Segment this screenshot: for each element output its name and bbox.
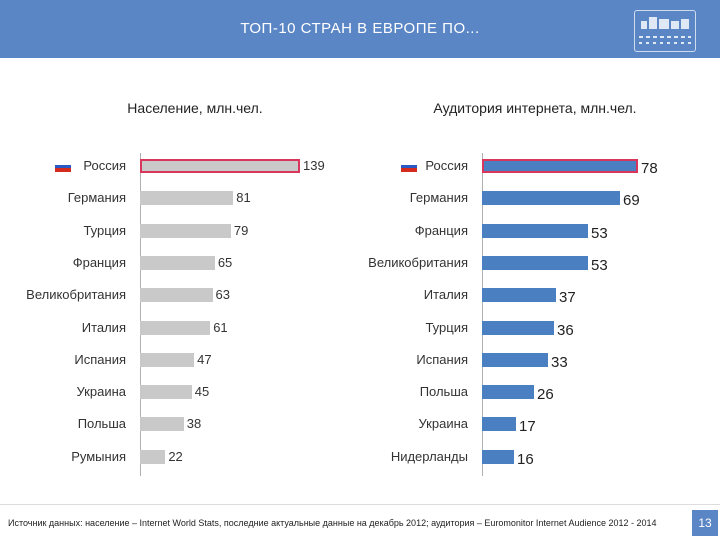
bar-audience <box>482 417 516 432</box>
bar-population <box>140 255 215 270</box>
source-note: Источник данных: население – Internet Wo… <box>8 518 657 528</box>
data-label: 26 <box>537 386 554 404</box>
data-label: 65 <box>217 254 233 270</box>
data-label: 16 <box>517 450 534 468</box>
slide-header: ТОП-10 СТРАН В ЕВРОПЕ ПО... <box>0 0 720 58</box>
category-label: Россия <box>83 158 126 173</box>
logo-icon <box>634 10 696 52</box>
category-label: Нидерланды <box>390 448 468 464</box>
data-label: 79 <box>233 222 249 238</box>
bar-audience <box>482 352 548 367</box>
category-label: Италия <box>423 287 468 303</box>
page-number: 13 <box>692 510 718 536</box>
bar-population <box>140 449 166 464</box>
data-label: 139 <box>303 158 325 173</box>
category-label: Испания <box>74 351 126 367</box>
bar-audience <box>482 191 620 206</box>
bar-audience <box>482 159 638 173</box>
category-label: Турция <box>83 222 126 238</box>
chart-title-population: Население, млн.чел. <box>127 100 263 116</box>
data-label: 63 <box>215 287 230 303</box>
bar-audience <box>482 255 588 270</box>
bar-population <box>140 352 195 367</box>
bar-population <box>140 223 231 238</box>
data-label: 17 <box>519 418 536 436</box>
footer-divider <box>0 504 720 505</box>
category-label: Украина <box>418 416 469 432</box>
bar-population <box>140 320 211 335</box>
category-label: Румыния <box>71 448 126 464</box>
data-label: 36 <box>557 321 574 339</box>
russia-flag-icon <box>401 161 417 172</box>
category-label: Украина <box>76 384 127 400</box>
data-label: 78 <box>641 160 658 177</box>
category-label: Россия <box>425 158 468 173</box>
category-label: Польша <box>77 416 126 432</box>
russia-flag-icon <box>55 161 71 172</box>
bar-audience <box>482 288 556 303</box>
bar-population <box>140 191 234 206</box>
data-label: 38 <box>186 416 202 432</box>
bar-population <box>140 288 213 303</box>
bar-population <box>140 417 184 432</box>
footer: Источник данных: население – Internet Wo… <box>0 504 720 540</box>
bar-population <box>140 159 300 173</box>
category-label: Великобритания <box>26 287 126 303</box>
bar-audience <box>482 223 588 238</box>
bar-audience <box>482 320 554 335</box>
category-label: Турция <box>425 319 468 335</box>
data-label: 53 <box>591 224 608 242</box>
data-label: 69 <box>623 192 640 210</box>
data-label: 81 <box>236 190 251 206</box>
data-label: 53 <box>591 256 608 274</box>
data-label: 45 <box>194 384 210 400</box>
category-label: Италия <box>81 319 126 335</box>
bar-audience <box>482 449 514 464</box>
data-label: 33 <box>551 353 568 371</box>
data-label: 37 <box>559 289 576 307</box>
chart-title-internet-audience: Аудитория интернета, млн.чел. <box>433 100 637 116</box>
data-label: 61 <box>213 319 228 335</box>
bar-audience <box>482 385 534 400</box>
category-label: Германия <box>67 190 126 206</box>
category-label: Польша <box>419 384 468 400</box>
chart-axis <box>482 153 483 476</box>
category-label: Франция <box>72 254 126 270</box>
category-label: Германия <box>409 190 468 206</box>
category-label: Испания <box>416 351 468 367</box>
bar-population <box>140 385 192 400</box>
slide-title: ТОП-10 СТРАН В ЕВРОПЕ ПО... <box>240 20 480 37</box>
category-label: Франция <box>414 222 468 238</box>
chart-axis <box>140 153 141 476</box>
data-label: 22 <box>168 448 183 464</box>
data-label: 47 <box>197 351 212 367</box>
category-label: Великобритания <box>368 254 468 270</box>
